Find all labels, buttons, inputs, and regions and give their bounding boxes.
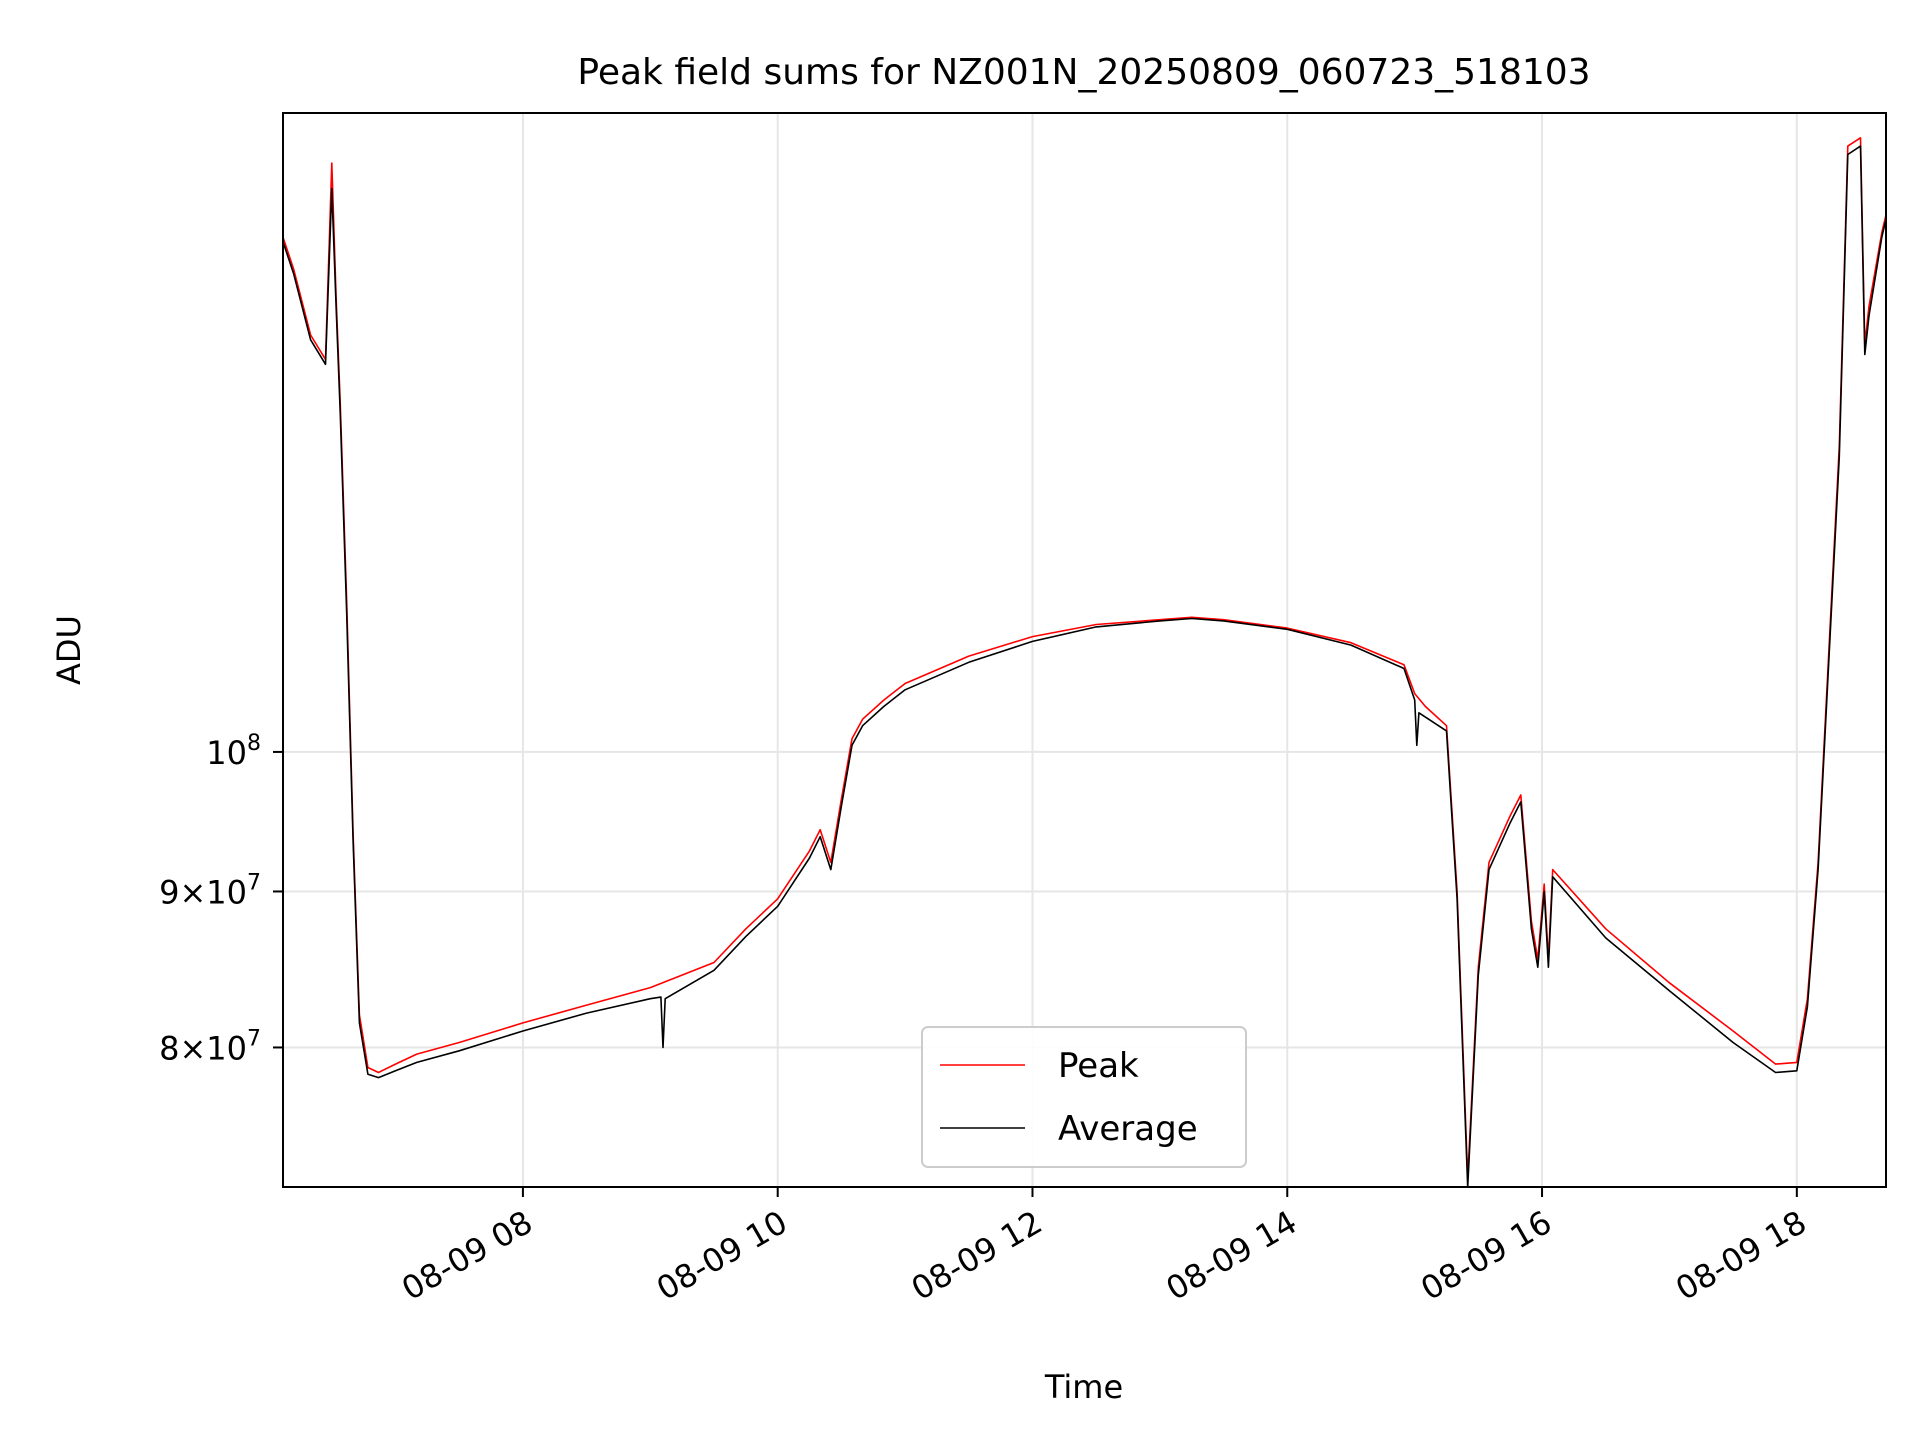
legend-box (921, 1026, 1247, 1168)
legend: Peak Average (921, 1026, 1247, 1168)
legend-label-average: Average (1058, 1109, 1198, 1149)
y-axis-ticks: 8×107 9×107 108 (159, 731, 283, 1067)
x-axis-label: Time (1044, 1368, 1123, 1406)
y-tick-label-0: 8×107 (159, 1026, 261, 1067)
plot-frame (282, 112, 1887, 1188)
legend-label-peak: Peak (1058, 1046, 1139, 1086)
series-line-peak (283, 137, 1886, 1179)
chart-title: Peak field sums for NZ001N_20250809_0607… (577, 52, 1590, 93)
y-axis-label: ADU (50, 615, 88, 685)
y-tick-label-2: 108 (206, 731, 261, 772)
y-tick-label-1: 9×107 (159, 870, 261, 911)
series-line-average (283, 145, 1886, 1187)
plot-series-group (283, 137, 1886, 1187)
